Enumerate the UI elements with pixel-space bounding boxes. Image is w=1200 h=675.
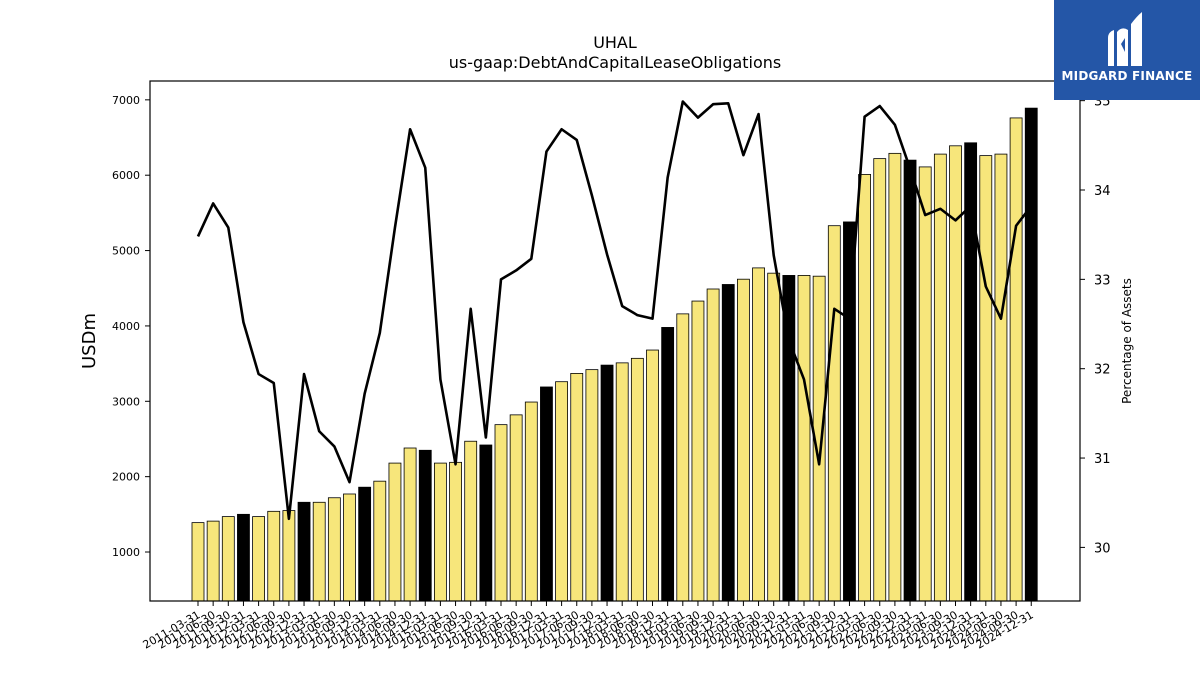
bar-2011-12-31 — [237, 513, 250, 602]
bar-2023-03-31 — [918, 166, 932, 602]
chart-title: UHAL — [593, 33, 637, 52]
bar-2012-03-31 — [252, 516, 266, 602]
bar-2022-12-31 — [903, 159, 917, 602]
bar-2023-06-30 — [933, 153, 947, 602]
bar-2018-09-30 — [646, 349, 659, 602]
percentage-of-assets-line — [196, 100, 1033, 521]
left-tick-label: 5000 — [112, 245, 140, 258]
bar-2014-03-31 — [373, 480, 387, 602]
bar-2022-03-31 — [858, 174, 871, 602]
bar-2012-09-30 — [282, 510, 296, 602]
bar-2013-03-31 — [312, 501, 326, 602]
bar-2014-09-30 — [403, 447, 417, 602]
right-tick-label: 30 — [1094, 541, 1111, 556]
bar-2017-09-30 — [585, 369, 599, 602]
bar-2012-12-31 — [297, 501, 311, 602]
left-tick-label: 2000 — [112, 471, 140, 484]
bar-2020-03-31 — [737, 278, 750, 602]
bar-2019-06-30 — [691, 300, 705, 602]
midgard-finance-logo: MIDGARD FINANCE — [1054, 0, 1200, 100]
bar-2011-09-30 — [221, 516, 235, 602]
bar-2017-06-30 — [570, 373, 584, 602]
bar-2012-06-30 — [267, 510, 281, 602]
logo-text: MIDGARD FINANCE — [1061, 69, 1193, 83]
left-tick-label: 6000 — [112, 169, 140, 182]
bar-2015-09-30 — [464, 440, 478, 602]
left-axis: 1000 2000 3000 4000 5000 6000 7000 — [112, 94, 150, 559]
bar-2024-09-30 — [1009, 117, 1023, 602]
bar-2024-06-30 — [994, 153, 1008, 602]
bar-2021-03-31 — [797, 275, 811, 602]
bar-2018-06-30 — [630, 357, 644, 602]
bar-2014-12-31 — [418, 449, 432, 602]
bar-2019-03-31 — [676, 313, 690, 602]
bar-2017-03-31 — [555, 381, 568, 602]
bar-2021-09-30 — [827, 225, 841, 602]
right-axis-label: Percentage of Assets — [1120, 278, 1134, 404]
x-axis: 2011-03-312011-06-302011-09-302011-12-31… — [141, 601, 1036, 652]
bar-2016-06-30 — [509, 414, 523, 602]
bar-2024-03-31 — [979, 155, 993, 602]
left-tick-label: 4000 — [112, 320, 140, 333]
bar-2024-12-31 — [1024, 107, 1038, 602]
bar-2015-12-31 — [479, 444, 493, 602]
bar-2020-09-30 — [767, 272, 781, 602]
plot-area-frame — [149, 80, 1081, 602]
right-tick-label: 31 — [1094, 452, 1111, 467]
bar-2019-09-30 — [706, 288, 720, 602]
bar-2020-12-31 — [782, 275, 796, 602]
left-tick-label: 7000 — [112, 94, 140, 107]
left-tick-label: 3000 — [112, 395, 140, 408]
bar-2016-09-30 — [524, 401, 538, 602]
bar-2023-09-30 — [949, 145, 962, 602]
bar-2013-12-31 — [358, 486, 372, 602]
bar-2018-03-31 — [615, 362, 629, 602]
left-axis-label: USDm — [79, 313, 100, 369]
right-tick-label: 33 — [1094, 273, 1111, 288]
chart-subtitle: us-gaap:DebtAndCapitalLeaseObligations — [449, 53, 782, 72]
bar-2014-06-30 — [388, 462, 402, 602]
bar-2019-12-31 — [721, 284, 735, 602]
midgard-m-logo-icon — [1108, 12, 1142, 66]
bar-2018-12-31 — [661, 327, 675, 602]
right-tick-label: 32 — [1094, 363, 1111, 378]
left-tick-label: 1000 — [112, 546, 140, 559]
bar-2022-06-30 — [873, 158, 887, 602]
bar-2013-06-30 — [327, 497, 341, 602]
bars-layer — [191, 107, 1038, 602]
bar-2016-03-31 — [494, 424, 508, 602]
line-layer — [196, 100, 1033, 521]
bar-2011-03-31 — [191, 522, 205, 602]
bar-2013-09-30 — [343, 493, 356, 602]
bar-2015-03-31 — [433, 462, 447, 602]
bar-2015-06-30 — [449, 461, 462, 602]
bar-2020-06-30 — [752, 267, 765, 602]
right-tick-label: 34 — [1094, 184, 1111, 199]
bar-2017-12-31 — [600, 364, 614, 602]
bar-2016-12-31 — [540, 386, 553, 602]
bar-2022-09-30 — [888, 152, 902, 602]
bar-2011-06-30 — [206, 520, 220, 602]
